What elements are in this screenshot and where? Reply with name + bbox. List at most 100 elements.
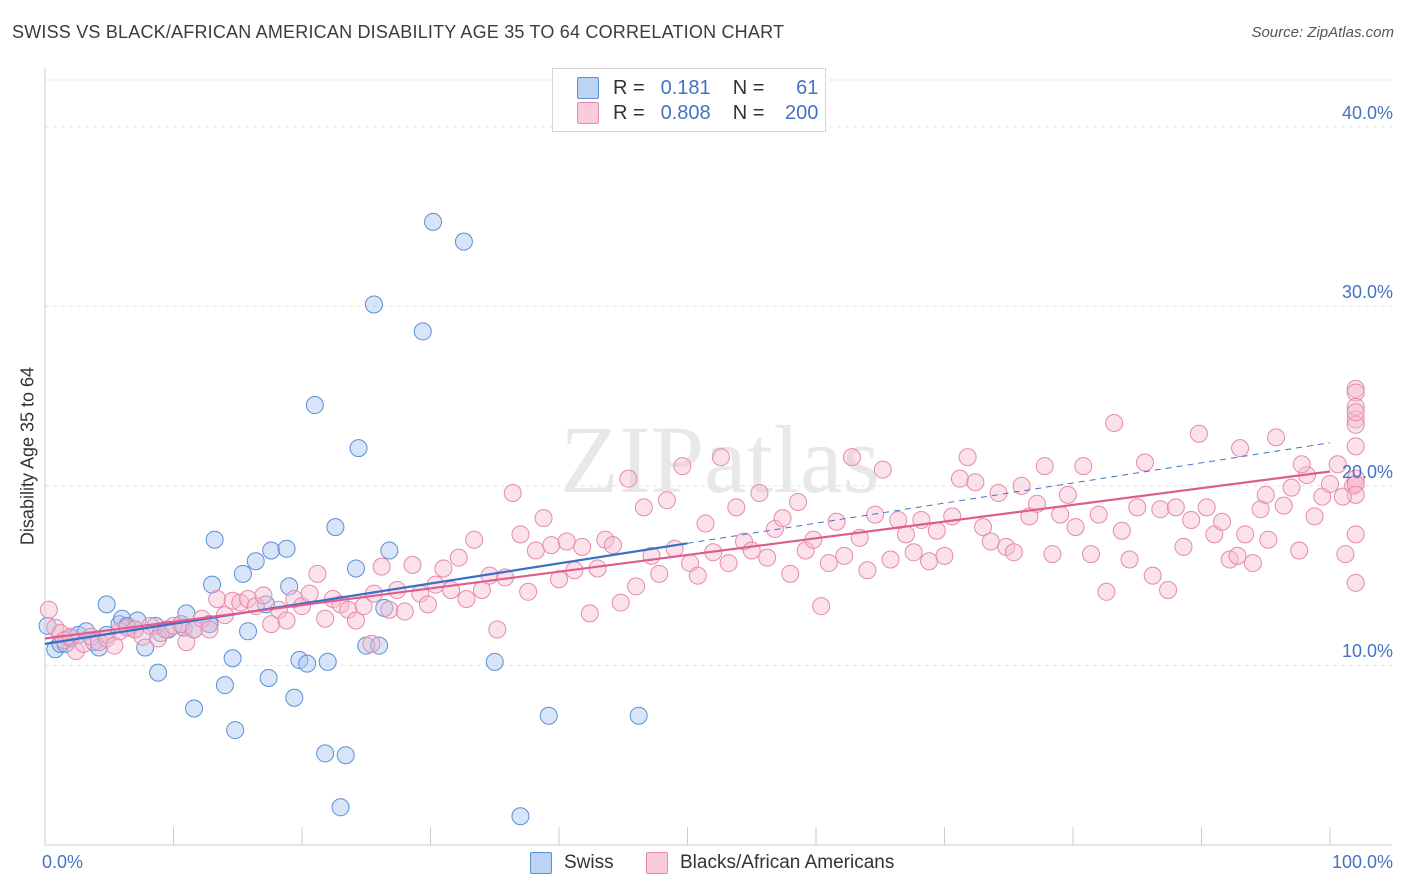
black-point [966,473,985,492]
black-point [1120,550,1139,569]
swiss-point [346,559,365,578]
black-point [1074,457,1093,476]
legend-r-label: R = [613,101,645,124]
black-point [1159,581,1178,599]
black-point [239,589,258,608]
black-point [950,469,969,488]
black-point [1290,541,1309,560]
black-point [1256,485,1275,504]
black-point [262,615,281,634]
black-point [457,589,476,608]
black-point [1228,546,1247,565]
black-point [580,604,599,623]
black-point [573,537,592,556]
y-axis-label: Disability Age 35 to 64 [17,366,38,546]
chart-title: SWISS VS BLACK/AFRICAN AMERICAN DISABILI… [12,22,785,42]
black-point [835,546,854,565]
legend-swatch-black [577,102,599,124]
black-point [750,484,769,503]
black-point [200,620,219,639]
legend-r-value: 0.808 [660,101,711,124]
black-point [758,548,777,567]
trend-lines [44,442,1331,645]
black-point [300,584,319,603]
swiss-point [511,807,530,826]
x-tick-label-max: 100.0% [1331,852,1393,872]
black-point [657,491,676,510]
black-point [603,536,622,555]
swiss-point [326,518,345,537]
black-point [1174,537,1193,556]
black-point [688,566,707,585]
swiss-point [316,744,335,763]
black-point [781,564,800,583]
swiss-point [454,232,473,251]
black-point [488,620,507,639]
swiss-point [349,439,368,458]
y-tick-label: 20.0% [1341,461,1393,482]
black-point [1346,437,1365,456]
swiss-point [298,654,317,673]
legend-row-swiss: R = 0.181 N = 61 [577,76,818,100]
black-point [1346,383,1365,402]
black-point [727,498,746,517]
legend-n-value: 200 [785,101,819,124]
legend-r-value: 0.181 [660,76,711,99]
black-point [149,629,168,648]
black-point [696,514,715,533]
swiss-point [136,638,155,657]
black-point [1346,415,1365,434]
black-point [1328,455,1347,474]
black-point [981,532,1000,551]
black-point [1231,439,1250,458]
swiss-point [277,539,296,558]
black-point [627,577,646,596]
black-point [1066,518,1085,537]
black-point [1321,475,1339,494]
black-point [611,593,630,612]
black-point [881,550,900,569]
black-point [372,557,391,576]
stats-legend: R = 0.181 N = 61 R = 0.808 N = 200 [552,68,826,132]
black-point [974,518,993,537]
black-point [719,554,738,573]
swiss-point [205,530,224,549]
black-point [105,636,124,655]
swiss-trend-line [44,542,688,645]
black-point [958,448,977,467]
black-point [465,530,484,549]
watermark: ZIPatlas [560,406,880,513]
swiss-point [629,706,648,725]
black-point [1197,498,1216,517]
black-point [1213,512,1232,531]
black-point [711,448,730,467]
swiss-trend-extension [687,442,1331,544]
swiss-point [413,322,432,341]
legend-n-label: N = [732,76,765,99]
data-points [38,212,1365,826]
black-point [1128,498,1147,517]
black-point [1143,566,1162,585]
swiss-point [149,663,168,682]
black-point [1346,475,1365,494]
black-point [842,448,861,467]
black-point [557,532,576,551]
black-point [277,611,296,630]
swiss-point [185,699,204,718]
swiss-point [370,636,389,655]
swiss-point [259,668,278,687]
black-point [873,460,892,479]
black-point [316,609,335,628]
bottom-legend-black: Blacks/African Americans [646,852,894,874]
source-label: Source: ZipAtlas.com [1251,24,1394,41]
black-point [542,536,561,555]
black-point [650,564,669,583]
black-point [1346,403,1365,422]
x-tick-label-min: 0.0% [42,852,84,872]
black-point [403,555,422,574]
black-point [1097,582,1116,601]
swiss-point [485,652,504,671]
y-tick-label: 10.0% [1341,641,1393,662]
black-point [1051,505,1070,524]
black-point [735,532,754,551]
